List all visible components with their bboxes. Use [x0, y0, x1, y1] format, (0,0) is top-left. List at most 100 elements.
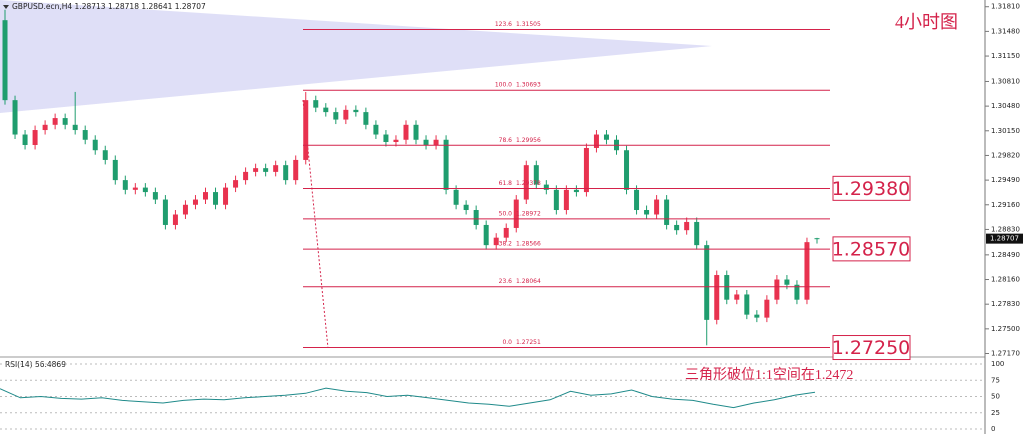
candle-body [644, 210, 650, 215]
candle-body [624, 150, 630, 190]
candle-body [694, 221, 700, 246]
y-tick-label: 75 [991, 376, 1000, 384]
candle-body [62, 118, 68, 125]
y-tick-label: 1.29490 [991, 176, 1020, 184]
candle-body [22, 134, 28, 145]
candle-body [483, 224, 489, 246]
candle-body [794, 284, 800, 300]
candle-body [243, 171, 249, 181]
candle-body [293, 159, 299, 181]
candle-body [132, 187, 138, 190]
y-tick-label: 1.31480 [991, 27, 1020, 35]
triangle-pattern [0, 0, 712, 113]
fib-ratio: 123.6 [495, 21, 512, 28]
y-tick-label: 25 [991, 409, 1000, 417]
candle-body [573, 189, 579, 193]
candle-body [82, 130, 88, 140]
fib-price: 1.28064 [516, 278, 541, 285]
candle-body [664, 199, 670, 225]
chart-header: GBPUSD.ecn,H4 1.28713 1.28718 1.28641 1.… [12, 2, 206, 11]
y-tick-label: 1.31810 [991, 3, 1020, 11]
candle-body [714, 275, 720, 320]
candle-body [283, 165, 289, 181]
key-level-label: 1.29380 [832, 178, 911, 200]
timeframe-note: 4小时图 [895, 12, 958, 32]
y-tick-label: 1.27500 [991, 325, 1020, 333]
y-tick-label: 1.28160 [991, 276, 1020, 284]
candle-body [634, 189, 640, 211]
y-tick-label: 50 [991, 393, 1000, 401]
candle-body [393, 139, 399, 142]
y-tick-label: 1.28830 [991, 225, 1020, 233]
candle-body [233, 180, 239, 188]
candle-body [744, 294, 750, 315]
candle-body [684, 221, 690, 231]
key-level-label: 1.28570 [832, 238, 911, 260]
fib-ratio: 50.0 [499, 210, 513, 217]
candle-body [433, 139, 439, 145]
candle-body [583, 147, 589, 193]
candle-body [704, 245, 710, 320]
candle-body [734, 294, 740, 300]
candle-body [513, 199, 519, 228]
key-level-box [832, 175, 911, 201]
y-tick-label: 1.29820 [991, 151, 1020, 159]
fib-ratio: 61.8 [499, 180, 513, 187]
fib-ratio: 100.0 [495, 82, 512, 89]
candle-body [533, 165, 539, 185]
key-level-box [832, 236, 911, 262]
y-tick-label: 1.31150 [991, 52, 1020, 60]
candle-body [112, 159, 118, 181]
candle-body [303, 100, 309, 160]
candle-body [654, 199, 660, 215]
candle-body [774, 279, 780, 300]
candle-body [253, 168, 259, 172]
key-level-label: 1.27250 [832, 337, 911, 359]
candle-body [463, 204, 469, 211]
candle-body [182, 204, 188, 215]
candle-body [42, 124, 48, 131]
candle-body [724, 275, 730, 300]
y-tick-label: 100 [991, 360, 1004, 368]
fib-price: 1.27251 [516, 339, 541, 346]
candle-body [563, 189, 569, 211]
candle-body [553, 189, 559, 211]
candle-body [172, 214, 178, 225]
candle-body [503, 227, 509, 238]
current-price-box [986, 233, 1023, 244]
candle-body [273, 165, 279, 172]
candle-body [213, 192, 219, 205]
fib-ratio: 38.2 [499, 241, 513, 248]
fib-price: 1.29956 [516, 137, 541, 144]
candle-body [333, 112, 339, 120]
candle-body [152, 192, 158, 200]
candle-body [92, 139, 98, 151]
candle-body [423, 139, 429, 145]
candle-body [784, 279, 790, 285]
candle-body [223, 187, 229, 205]
y-tick-label: 0 [991, 425, 995, 433]
candle-body [263, 168, 269, 172]
candle-body [473, 210, 479, 225]
y-tick-label: 1.29160 [991, 201, 1020, 209]
rsi-line [0, 387, 816, 409]
candle-body [754, 314, 760, 318]
fib-ratio: 0.0 [502, 339, 512, 346]
candle-body [72, 124, 78, 131]
key-level-box [832, 335, 911, 361]
candle-body [343, 109, 349, 120]
candle-body [363, 112, 369, 125]
y-tick-label: 1.30810 [991, 77, 1020, 85]
candle-body [52, 118, 58, 125]
target-note: 三角形破位1:1空间在1.2472 [685, 367, 853, 383]
candle-body [443, 139, 449, 190]
y-tick-label: 1.30150 [991, 127, 1020, 135]
fib-price: 1.30693 [516, 82, 541, 89]
candle-body [102, 150, 108, 160]
candle-body [603, 134, 609, 140]
candle-body [373, 124, 379, 135]
candle-body [593, 134, 599, 148]
fib-price: 1.28972 [516, 210, 541, 217]
candle-body [674, 224, 680, 231]
